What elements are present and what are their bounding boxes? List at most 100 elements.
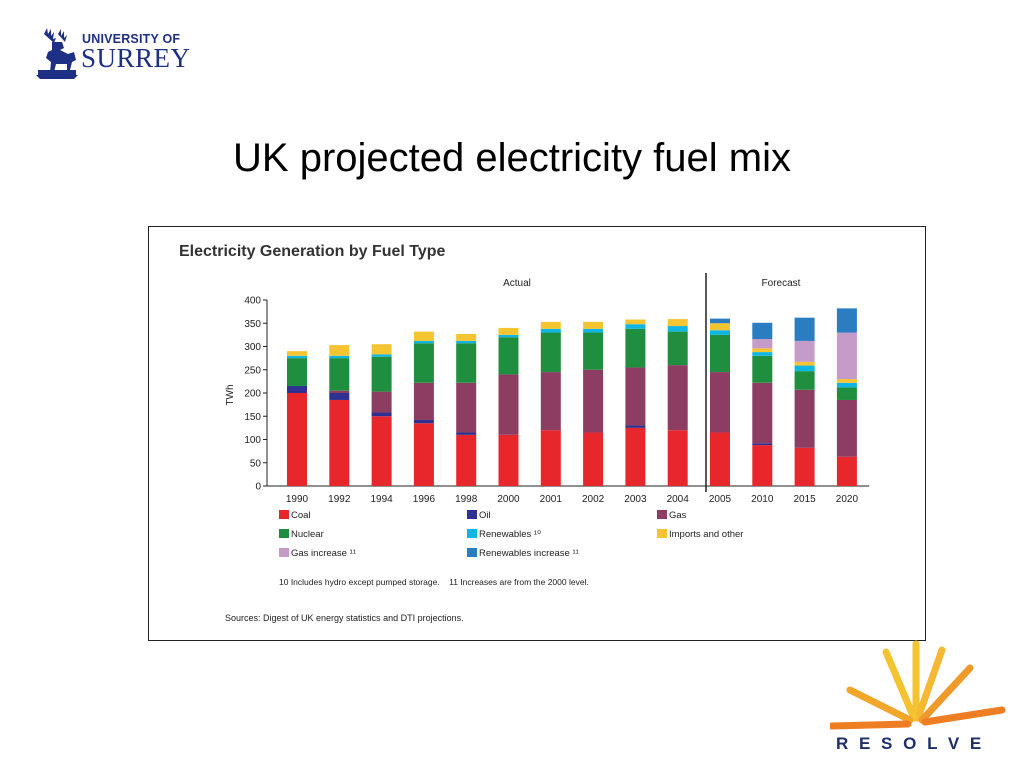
bar-segment-2001-4 <box>540 328 561 333</box>
legend-swatch <box>657 529 667 538</box>
bar-segment-2005-4 <box>710 330 730 335</box>
bar-segment-1992-0 <box>329 399 350 486</box>
bar-segment-2010-1 <box>752 443 773 446</box>
bar-segment-1994-4 <box>371 354 392 357</box>
legend-swatch <box>467 529 477 538</box>
bar-segment-2001-0 <box>540 430 561 486</box>
bar-segment-2002-2 <box>583 369 604 433</box>
bar-segment-2020-3 <box>836 387 857 400</box>
bar-segment-2005-0 <box>710 432 730 486</box>
bar-segment-1990-3 <box>287 358 307 387</box>
bar-segment-2015-0 <box>794 447 815 486</box>
bar-segment-1994-1 <box>371 412 392 417</box>
bar-segment-1990-5 <box>287 351 307 356</box>
bar-segment-2003-5 <box>625 319 646 325</box>
y-tick-label: 400 <box>244 296 261 307</box>
bar-segment-2000-3 <box>498 337 519 375</box>
y-tick-label: 250 <box>244 365 261 376</box>
bar-segment-1998-1 <box>456 432 477 435</box>
x-tick-label: 2010 <box>751 494 774 505</box>
y-axis-label: TWh <box>225 384 236 405</box>
logo-text-university-of: UNIVERSITY OF <box>82 32 181 46</box>
bar-segment-1998-4 <box>456 340 477 344</box>
bar-segment-1996-3 <box>413 343 434 383</box>
y-tick-label: 350 <box>244 319 261 330</box>
bar-segment-2000-2 <box>498 374 519 435</box>
bars <box>287 308 857 486</box>
bar-segment-1996-5 <box>413 331 434 341</box>
bar-segment-1992-4 <box>329 355 350 359</box>
chart-panel: Electricity Generation by Fuel Type Actu… <box>148 226 926 641</box>
bar-segment-1992-1 <box>329 393 350 400</box>
bar-segment-1998-5 <box>456 333 477 341</box>
legend-label: Gas <box>669 510 687 521</box>
legend-swatch <box>279 510 289 519</box>
legend-label: Nuclear <box>291 529 324 540</box>
bar-segment-2004-3 <box>667 331 688 366</box>
x-tick-label: 2015 <box>793 494 816 505</box>
chart-source: Sources: Digest of UK energy statistics … <box>225 613 464 623</box>
bar-segment-2015-5 <box>794 361 815 366</box>
logo-text-surrey: SURREY <box>81 43 191 73</box>
x-tick-label: 1992 <box>328 494 351 505</box>
bar-segment-2001-3 <box>540 332 561 373</box>
chart-title: Electricity Generation by Fuel Type <box>179 243 446 260</box>
slide-title: UK projected electricity fuel mix <box>233 136 791 180</box>
bar-segment-2020-2 <box>836 399 857 457</box>
bar-segment-2004-4 <box>667 326 688 332</box>
bar-segment-1994-2 <box>371 391 392 413</box>
bar-segment-2015-6 <box>794 340 815 362</box>
x-tick-label: 1998 <box>455 494 478 505</box>
bar-segment-2001-2 <box>540 372 561 431</box>
bar-segment-2004-5 <box>667 319 688 327</box>
x-tick-label: 2001 <box>540 494 563 505</box>
bar-segment-2005-5 <box>710 323 730 331</box>
bar-segment-1996-0 <box>413 423 434 486</box>
y-tick-label: 100 <box>244 435 261 446</box>
x-tick-label: 1994 <box>370 494 393 505</box>
bar-segment-2010-0 <box>752 445 773 486</box>
y-tick-label: 150 <box>244 412 261 423</box>
x-tick-label: 2005 <box>709 494 732 505</box>
bar-segment-2010-6 <box>752 339 773 349</box>
x-tick-label: 2000 <box>497 494 520 505</box>
bar-segment-2003-1 <box>625 425 646 428</box>
bar-segment-2001-5 <box>540 321 561 329</box>
stacked-bar-chart: Electricity Generation by Fuel Type Actu… <box>179 243 870 623</box>
legend: Coal Oil Gas Nuclear Renewables ¹⁰ Imports an… <box>279 510 743 559</box>
legend-swatch <box>657 510 667 519</box>
y-tick-label: 300 <box>244 342 261 353</box>
bar-segment-2015-7 <box>794 317 815 341</box>
bar-segment-2005-7 <box>710 318 730 324</box>
bar-segment-1996-1 <box>413 419 434 424</box>
bar-segment-2005-3 <box>710 334 730 373</box>
period-label-actual: Actual <box>503 278 531 289</box>
bar-segment-2010-2 <box>752 382 773 444</box>
period-label-forecast: Forecast <box>762 278 801 289</box>
bar-segment-2000-4 <box>498 334 519 338</box>
bar-segment-2002-0 <box>583 432 604 486</box>
bar-segment-2010-7 <box>752 322 773 340</box>
bar-segment-1996-2 <box>413 382 434 420</box>
y-tick-label: 200 <box>244 389 261 400</box>
legend-label: Coal <box>291 510 311 521</box>
resolve-logo: R E S O L V E <box>830 640 1010 760</box>
legend-swatch <box>279 529 289 538</box>
resolve-wordmark: R E S O L V E <box>836 734 985 753</box>
bar-segment-1992-3 <box>329 358 350 391</box>
bar-segment-1990-0 <box>287 393 307 486</box>
bar-segment-2003-0 <box>625 427 646 486</box>
bar-segment-1992-5 <box>329 345 350 356</box>
y-tick-label: 50 <box>250 458 262 469</box>
bar-segment-2002-4 <box>583 328 604 333</box>
legend-label: Oil <box>479 510 491 521</box>
bar-segment-2020-4 <box>836 382 857 388</box>
x-tick-label: 1990 <box>286 494 309 505</box>
bar-segment-2010-3 <box>752 355 773 383</box>
bar-segment-2020-6 <box>836 332 857 380</box>
bar-segment-1994-5 <box>371 344 392 355</box>
bar-segment-1998-2 <box>456 382 477 433</box>
legend-label: Renewables increase ¹¹ <box>479 548 579 559</box>
legend-swatch <box>279 548 289 557</box>
bar-segment-2003-3 <box>625 328 646 368</box>
